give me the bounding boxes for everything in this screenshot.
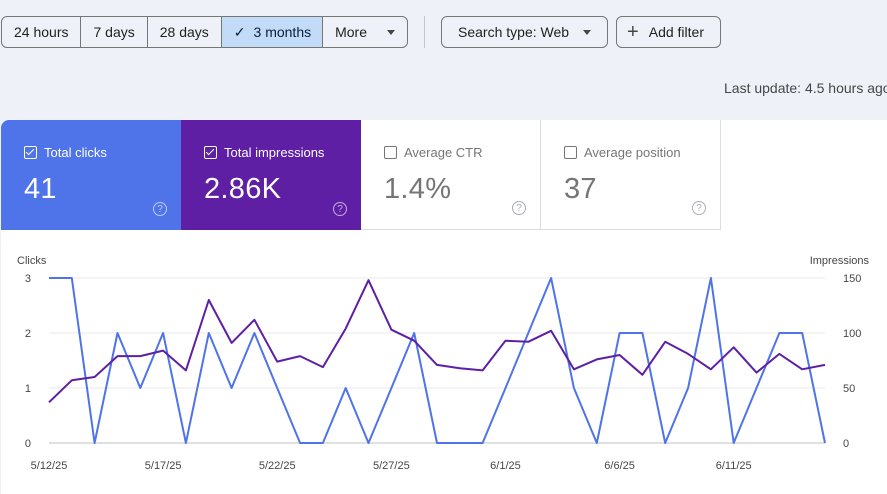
metric-label: Average position	[584, 145, 681, 160]
performance-card: Total clicks 41 ? Total impressions 2.86…	[1, 120, 887, 494]
metric-label: Total impressions	[224, 145, 325, 160]
metric-label: Average CTR	[404, 145, 483, 160]
y-tick-label: 3	[25, 273, 31, 285]
range-7-days-button[interactable]: 7 days	[81, 17, 148, 47]
checkbox-icon[interactable]	[24, 146, 37, 159]
range-24-hours-button[interactable]: 24 hours	[2, 17, 82, 47]
metric-value: 37	[564, 173, 597, 205]
y2-tick-label: 50	[843, 383, 855, 395]
x-tick-label: 5/17/25	[145, 460, 182, 472]
caret-down-icon	[583, 29, 592, 35]
range-more-dropdown[interactable]: More	[323, 17, 407, 47]
range-3-months-button[interactable]: ✓ 3 months	[221, 17, 324, 47]
range-28-days-button[interactable]: 28 days	[148, 17, 222, 47]
metric-value: 41	[24, 173, 57, 205]
help-icon[interactable]: ?	[692, 201, 706, 215]
y2-axis-title: Impressions	[810, 255, 870, 267]
x-tick-label: 6/6/25	[604, 460, 635, 472]
metric-total-impressions[interactable]: Total impressions 2.86K ?	[181, 120, 361, 230]
date-range-selector: 24 hours 7 days 28 days ✓ 3 months More	[1, 16, 409, 48]
help-icon[interactable]: ?	[512, 201, 526, 215]
y-tick-label: 2	[25, 328, 31, 340]
metric-total-clicks[interactable]: Total clicks 41 ?	[1, 120, 181, 230]
x-tick-label: 6/11/25	[716, 460, 752, 472]
checkbox-icon[interactable]	[564, 146, 577, 159]
checkbox-icon[interactable]	[384, 146, 397, 159]
search-type-dropdown[interactable]: Search type: Web	[441, 16, 609, 48]
x-tick-label: 5/22/25	[259, 460, 296, 472]
checkmark-icon: ✓	[233, 23, 246, 40]
y-tick-label: 1	[25, 383, 31, 395]
plus-icon: +	[627, 21, 639, 43]
y2-tick-label: 0	[843, 438, 849, 450]
metric-value: 1.4%	[384, 173, 452, 205]
x-tick-label: 5/12/25	[31, 460, 68, 472]
series-line-clicks	[49, 277, 826, 444]
y-axis-title: Clicks	[17, 255, 47, 267]
caret-down-icon	[387, 29, 396, 35]
x-tick-label: 5/27/25	[373, 460, 410, 472]
checkbox-icon[interactable]	[204, 146, 217, 159]
metric-average-position[interactable]: Average position 37 ?	[541, 120, 721, 230]
metric-label: Total clicks	[44, 145, 107, 160]
performance-chart: 0 1 2 3 0 50 100 150 Clicks Impressions 5/12/25 5/1…	[17, 255, 870, 472]
last-update-text: Last update: 4.5 hours ago	[724, 80, 887, 96]
filter-bar: 24 hours 7 days 28 days ✓ 3 months More …	[1, 16, 721, 48]
help-icon[interactable]: ?	[153, 202, 167, 216]
series-line-impressions	[48, 279, 826, 404]
y2-tick-label: 150	[843, 273, 861, 285]
help-icon[interactable]: ?	[333, 202, 347, 216]
y2-tick-label: 100	[843, 328, 861, 340]
x-tick-label: 6/1/25	[490, 460, 521, 472]
add-filter-button[interactable]: + Add filter	[616, 16, 721, 48]
filter-divider	[424, 16, 426, 48]
y-tick-label: 0	[25, 438, 31, 450]
metric-tabs: Total clicks 41 ? Total impressions 2.86…	[1, 120, 721, 230]
metric-value: 2.86K	[204, 173, 282, 205]
metric-average-ctr[interactable]: Average CTR 1.4% ?	[361, 120, 541, 230]
